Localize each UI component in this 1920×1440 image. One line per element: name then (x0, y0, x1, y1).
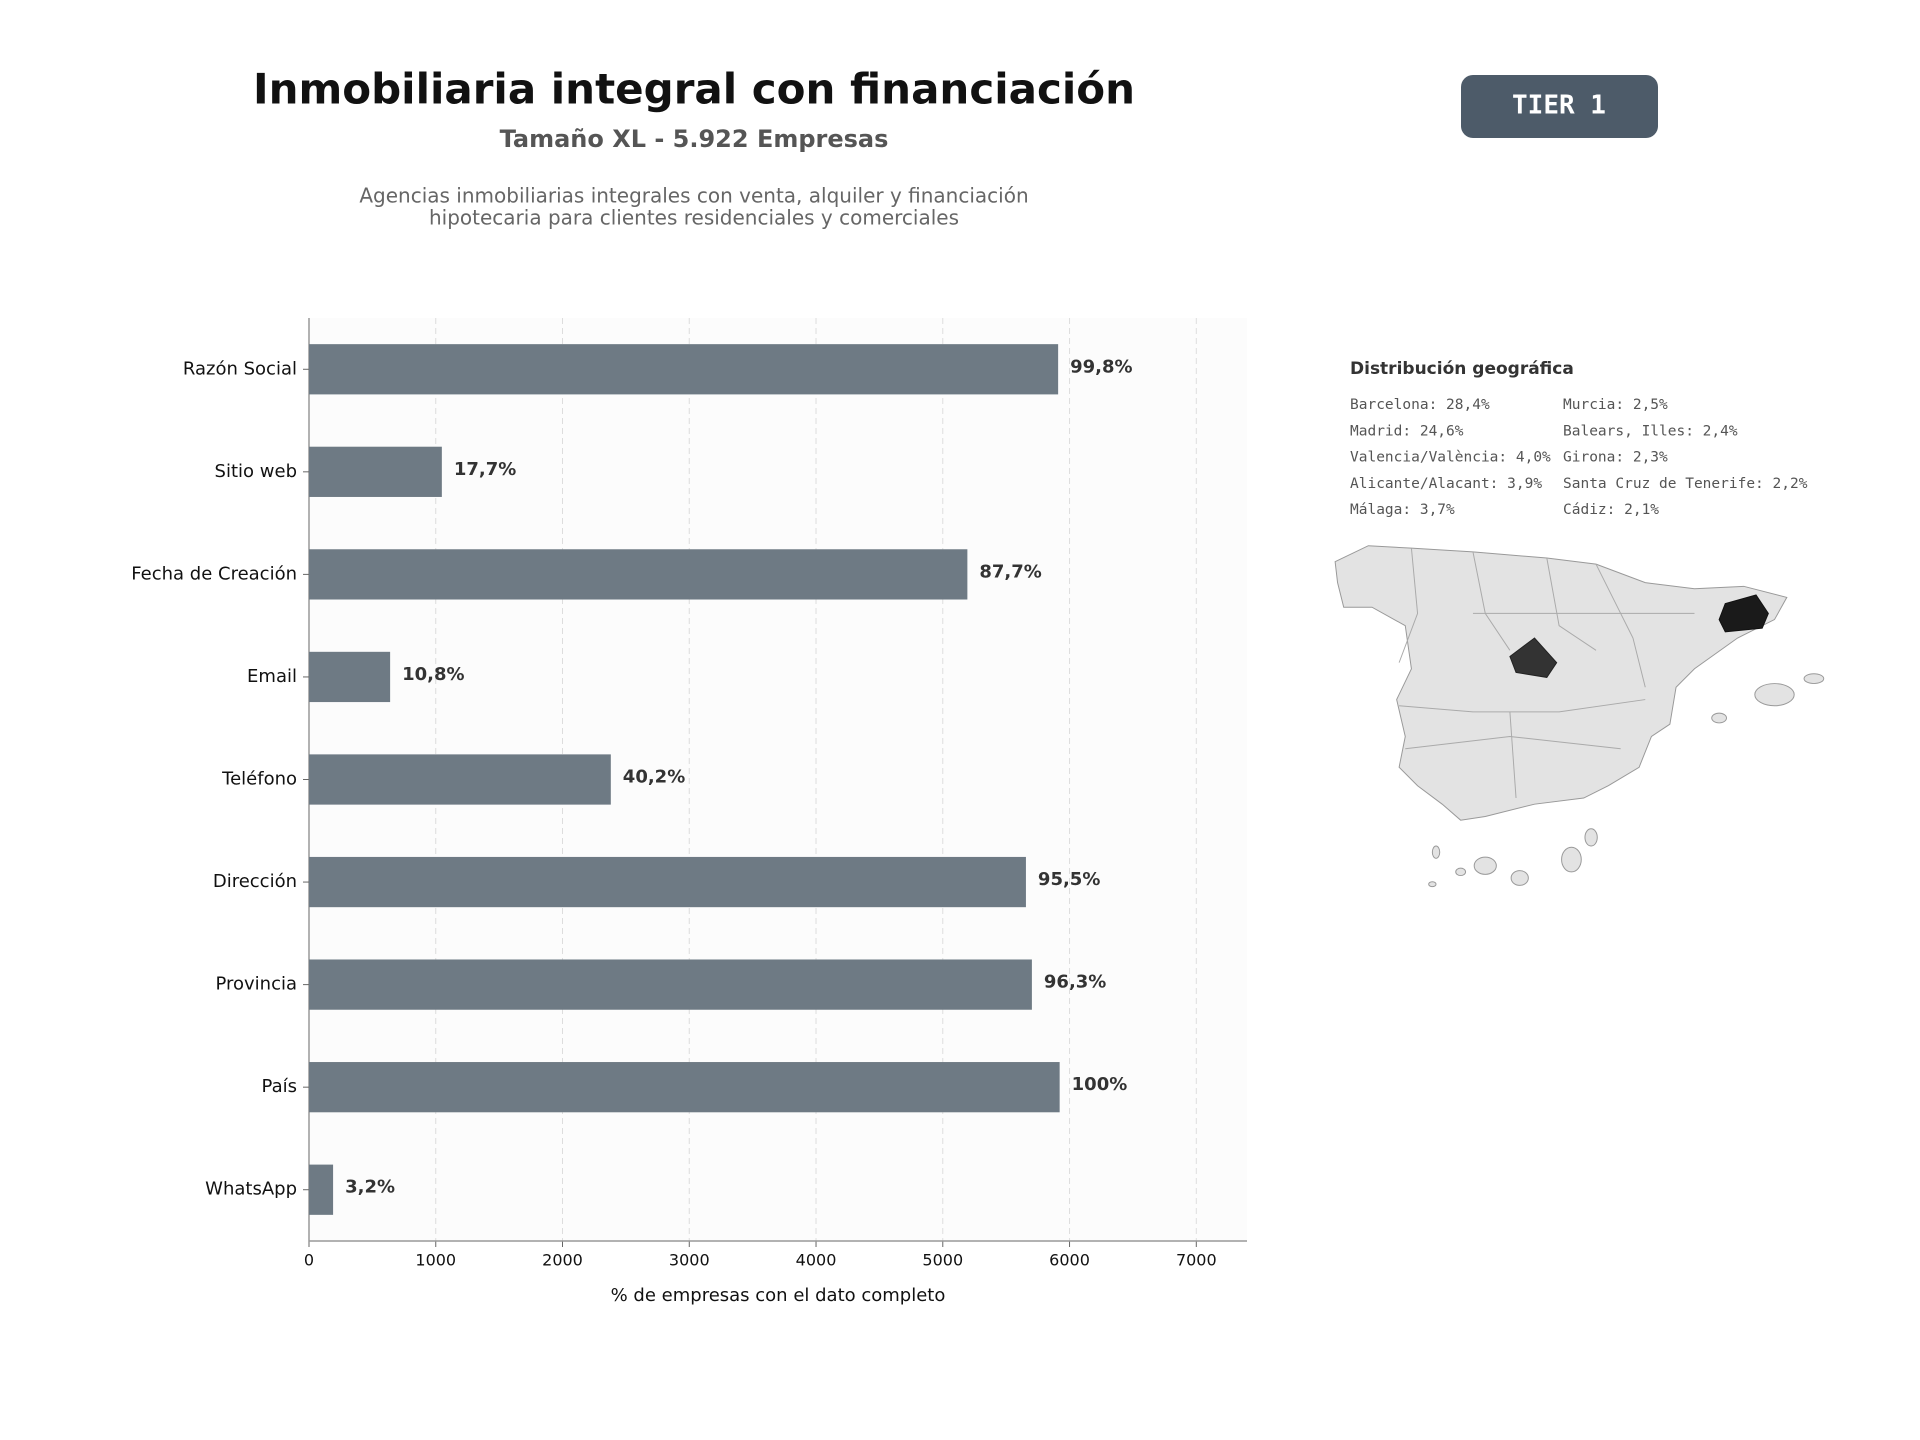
badge (1461, 75, 1658, 138)
description-line: hipotecaria para clientes residenciales … (429, 206, 959, 230)
y-tick-label: Dirección (213, 871, 297, 892)
bar (309, 344, 1059, 395)
island (1428, 881, 1437, 888)
badge-text: TIER 1 (1512, 91, 1606, 121)
geo-entry: Cádiz: 2,1% (1563, 502, 1659, 518)
value-label: 95,5% (1038, 869, 1100, 890)
map (1334, 545, 1825, 888)
x-tick-label: 7000 (1176, 1251, 1217, 1270)
value-label: 10,8% (402, 664, 464, 685)
value-label: 3,2% (345, 1177, 395, 1198)
bar (309, 1062, 1060, 1113)
bar (309, 856, 1026, 908)
bar (309, 754, 611, 805)
geo-entry: Balears, Illes: 2,4% (1563, 423, 1738, 439)
x-tick-label: 4000 (796, 1251, 837, 1270)
y-tick-label: Email (247, 666, 297, 687)
value-label: 87,7% (979, 561, 1041, 582)
value-label: 100% (1072, 1074, 1128, 1095)
geo-entry: Girona: 2,3% (1563, 450, 1668, 466)
island (1455, 867, 1467, 877)
madrid (1509, 637, 1558, 678)
y-tick-label: Fecha de Creación (131, 563, 297, 584)
bar (309, 446, 442, 497)
y-tick-label: Razón Social (183, 358, 297, 379)
y-tick-label: WhatsApp (205, 1179, 297, 1200)
geo-title: Distribución geográfica (1350, 359, 1574, 379)
subtitle: Tamaño XL - 5.922 Empresas (500, 125, 889, 153)
region-borders (1398, 548, 1695, 799)
title: Inmobiliaria integral con financiación (253, 65, 1135, 114)
geo-entry: Málaga: 3,7% (1350, 502, 1455, 518)
value-label: 96,3% (1044, 972, 1106, 993)
island (1510, 870, 1529, 886)
geo-entry: Santa Cruz de Tenerife: 2,2% (1563, 476, 1808, 492)
island (1711, 712, 1727, 724)
bar (309, 1164, 334, 1215)
bar (309, 651, 391, 703)
y-tick-label: Sitio web (215, 461, 297, 482)
description-line: Agencias inmobiliarias integrales con ve… (359, 184, 1028, 208)
island (1584, 828, 1598, 847)
island (1561, 846, 1582, 873)
bar (309, 959, 1032, 1010)
y-tick-label: Teléfono (221, 769, 297, 790)
y-tick-label: Provincia (215, 974, 297, 995)
y-tick-label: País (262, 1076, 297, 1097)
island (1803, 673, 1825, 685)
island (1473, 856, 1497, 875)
x-tick-label: 6000 (1049, 1251, 1090, 1270)
bar (309, 549, 968, 600)
geo-entry: Valencia/València: 4,0% (1350, 450, 1551, 466)
x-tick-label: 1000 (415, 1251, 456, 1270)
value-label: 17,7% (454, 459, 516, 480)
peninsula (1334, 545, 1788, 821)
geo-entry: Murcia: 2,5% (1563, 397, 1668, 413)
geo-entry: Madrid: 24,6% (1350, 423, 1464, 439)
island (1431, 845, 1441, 859)
x-tick-label: 5000 (922, 1251, 963, 1270)
x-tick-label: 3000 (669, 1251, 710, 1270)
value-label: 40,2% (623, 767, 685, 788)
geo-entry: Barcelona: 28,4% (1350, 397, 1490, 413)
x-axis-label: % de empresas con el dato completo (611, 1285, 946, 1306)
island (1754, 683, 1795, 707)
x-tick-label: 2000 (542, 1251, 583, 1270)
x-tick-label: 0 (304, 1251, 314, 1270)
value-label: 99,8% (1070, 356, 1132, 377)
geo-entry: Alicante/Alacant: 3,9% (1350, 476, 1542, 492)
barcelona (1718, 594, 1769, 633)
